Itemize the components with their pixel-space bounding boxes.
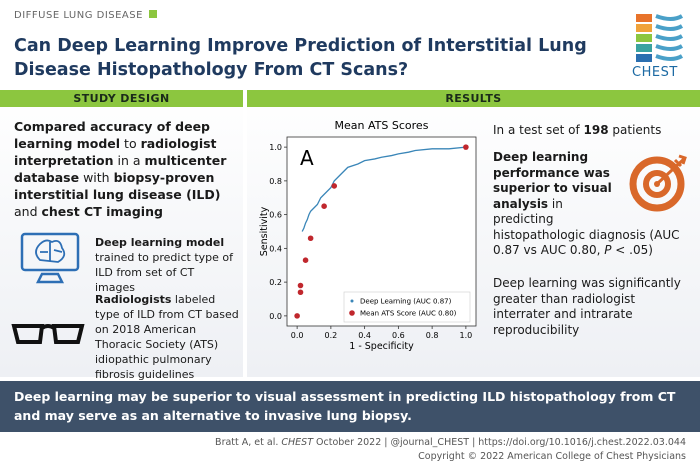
item: Deep learning model trained to predict t… [95, 235, 235, 295]
point [302, 257, 309, 263]
y-tick-label: 0.4 [269, 244, 282, 253]
x-axis-label: 1 - Specificity [349, 341, 414, 352]
point [297, 282, 304, 289]
text-segment: trained to predict type of ILD from set … [95, 251, 233, 294]
text-segment: chest CT imaging [41, 204, 163, 219]
logo-mark [636, 14, 684, 62]
y-tick-label: 0.6 [269, 211, 282, 220]
test-set: In a test set of 198 patients [493, 122, 693, 138]
conclusion: Deep learning may be superior to visual … [0, 381, 700, 432]
category: DIFFUSE LUNG DISEASE [14, 10, 157, 21]
legend-marker [349, 310, 355, 316]
text-segment: Deep learning performance was superior t… [493, 150, 612, 211]
section-heading: RESULTS [247, 90, 700, 107]
citation: Bratt A, et al. CHEST October 2022 | @jo… [0, 437, 686, 448]
x-tick-label: 0.0 [291, 331, 304, 340]
text-segment: Bratt A, et al. [215, 437, 282, 448]
roc-chart: Mean ATS Scores A 1 - Specificity Sensitivi… [259, 119, 477, 352]
y-tick-label: 0.2 [269, 278, 282, 287]
text-segment: to [120, 136, 141, 151]
text-segment: biopsy-proven interstitial lung disease … [14, 170, 221, 202]
computer-icon [20, 232, 80, 284]
category-square [148, 10, 157, 18]
y-axis-label: Sensitivity [259, 206, 270, 256]
point [294, 313, 300, 319]
reproducibility: Deep learning was significantly greater … [493, 276, 693, 338]
x-tick-label: 0.6 [392, 331, 405, 340]
text-segment: CHEST [281, 437, 314, 448]
text-segment: 198 [583, 123, 609, 137]
point [463, 144, 469, 150]
text-segment: October 2022 | @journal_CHEST | https://… [313, 437, 686, 448]
copyright: Copyright © 2022 American College of Che… [418, 451, 686, 462]
text-segment: and [14, 204, 42, 219]
item: Radiologists labeled type of ILD from CT… [95, 292, 240, 382]
panel-label: A [300, 146, 314, 170]
study-design: STUDY DESIGN Compared accuracy of deep l… [0, 90, 243, 381]
summary: Compared accuracy of deep learning model… [14, 118, 236, 220]
text-segment: in predicting histopathologic diagnosis … [493, 196, 680, 258]
legend-label: Deep Learning (AUC 0.87) [360, 298, 452, 306]
point [307, 235, 314, 242]
point [331, 183, 338, 189]
text-segment: Deep learning was significantly greater … [493, 276, 681, 337]
chart-title: Mean ATS Scores [335, 119, 429, 132]
text-segment: Deep learning model [95, 236, 225, 249]
category-text: DIFFUSE LUNG DISEASE [14, 10, 143, 21]
text-segment: P [604, 243, 612, 257]
text-segment: with [79, 170, 114, 185]
point [321, 203, 327, 209]
x-tick-label: 1.0 [460, 331, 473, 340]
title: Can Deep Learning Improve Prediction of … [14, 36, 587, 80]
text-segment: radiologist interpretation [14, 136, 217, 168]
roc-curve [301, 146, 466, 232]
finding: Deep learning performance was superior t… [493, 150, 693, 259]
x-tick-label: 0.8 [426, 331, 439, 340]
text-segment: in a [113, 153, 145, 168]
legend-marker [350, 299, 354, 303]
x-tick-label: 0.2 [325, 331, 338, 340]
text-segment: multicenter database [14, 153, 227, 185]
text-segment: patients [608, 123, 662, 137]
logo-text: CHEST [632, 65, 678, 80]
legend-box [343, 291, 471, 323]
y-tick-label: 1.0 [269, 143, 282, 152]
glasses-icon [11, 324, 85, 344]
section-heading: STUDY DESIGN [0, 90, 243, 107]
point [297, 289, 304, 296]
y-tick-label: 0.8 [269, 177, 282, 186]
y-tick-label: 0.0 [269, 312, 282, 321]
x-tick-label: 0.4 [358, 331, 371, 340]
text-segment: labeled type of ILD from CT based on 201… [95, 293, 239, 381]
text-segment: Radiologists [95, 293, 172, 306]
text-segment: Compared accuracy of deep learning model [14, 119, 211, 151]
legend-label: Mean ATS Score (AUC 0.80) [360, 310, 457, 318]
text-segment: In a test set of [493, 123, 584, 137]
target-icon [629, 154, 687, 212]
text-segment: < .05) [611, 243, 653, 257]
